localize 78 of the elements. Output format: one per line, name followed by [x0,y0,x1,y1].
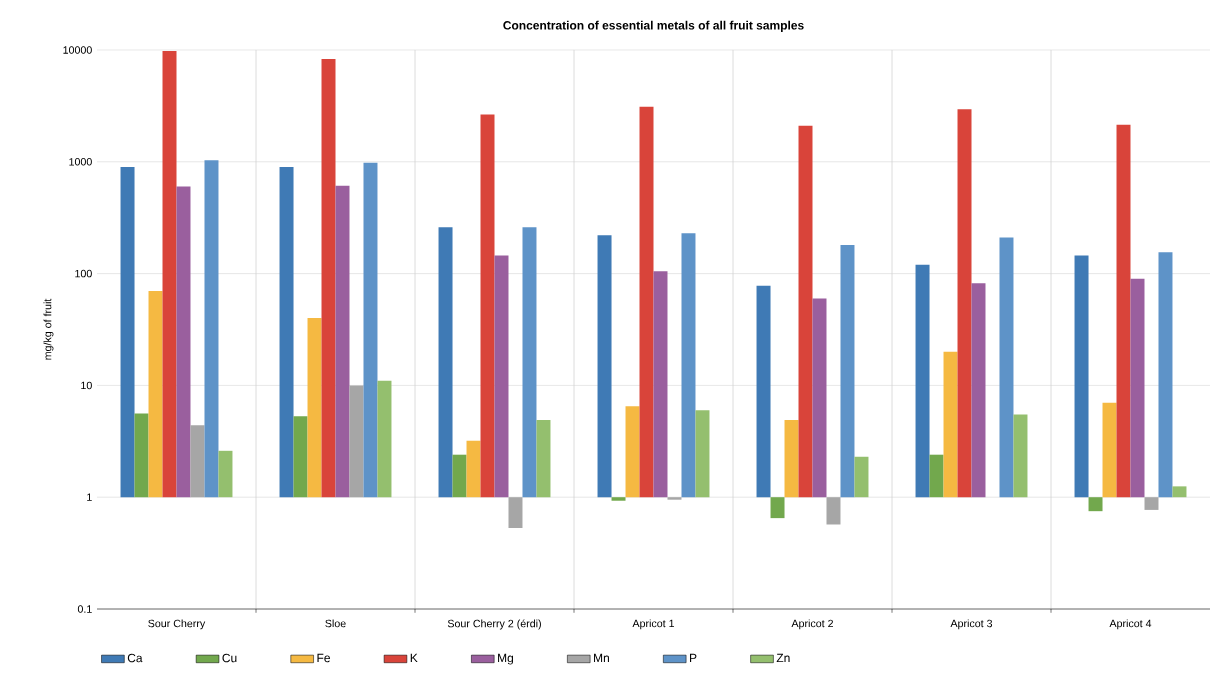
bar [999,237,1014,498]
bar [218,450,233,498]
x-tick-label: Apricot 1 [632,619,675,630]
bar [1172,486,1187,498]
bar [784,420,799,498]
y-tick-label: 1000 [69,158,92,166]
bar [915,264,930,498]
bar [957,109,972,498]
legend-label: P [690,653,697,663]
x-tick-label: Apricot 4 [1109,619,1152,630]
bar [279,166,294,498]
bar [971,283,986,498]
bar [466,440,481,498]
legend-label: K [410,653,418,663]
bar [840,245,855,498]
legend-label: Cu [222,653,237,663]
bar [120,166,135,498]
bar [943,351,958,498]
bar [508,497,523,529]
bar [756,285,771,498]
y-tick-label: 1 [87,493,92,501]
bar [522,227,537,498]
bar [536,420,551,498]
bar [1013,414,1028,498]
bar [812,298,827,498]
bar [854,456,869,498]
bar [1102,402,1117,498]
bar [798,125,813,498]
bar [307,318,322,498]
bar [134,413,149,498]
bar [335,185,350,498]
chart-title: Concentration of essential metals of all fruit samples [503,20,804,32]
bar [494,255,509,498]
bar [377,380,392,498]
legend-label: Zn [776,653,790,663]
bar [148,290,163,498]
y-axis-title: mg/kg of fruit [43,298,54,360]
x-tick-label: Sour Cherry [148,619,206,630]
bar [770,497,785,519]
legend-label: Ca [127,653,143,663]
bar [1088,497,1103,512]
bar [1144,497,1159,510]
bar [204,160,219,498]
bar [190,425,205,498]
legend-label: Mn [594,653,609,663]
bar [1158,252,1173,498]
bar [826,497,841,525]
bar [681,233,696,498]
y-tick-label: 10000 [63,46,92,54]
bar [176,186,191,498]
bar [695,410,710,498]
bar [349,385,364,498]
bar [611,497,626,501]
y-tick-label: 100 [75,269,92,278]
legend-label: Fe [317,653,330,663]
bar [363,162,378,498]
bar [162,50,177,498]
legend-label: Mg [498,653,513,665]
bar [452,454,467,498]
bar [625,406,640,498]
bar [653,271,668,498]
y-tick-label: 10 [81,381,92,390]
x-tick-label: Apricot 3 [950,619,993,630]
bar [480,114,495,498]
bar [321,59,336,498]
bar [597,235,612,498]
bar [929,454,944,498]
bar [639,106,654,498]
y-tick-label: 0.1 [77,605,92,613]
x-tick-label: Apricot 2 [791,619,833,630]
bar [667,497,682,500]
bar [293,416,308,498]
bar [1130,278,1145,498]
x-tick-label: Sloe [325,619,346,628]
bar [1116,124,1131,498]
x-tick-label: Sour Cherry 2 (érdi) [447,619,541,630]
bar [1074,255,1089,498]
bar [438,227,453,498]
